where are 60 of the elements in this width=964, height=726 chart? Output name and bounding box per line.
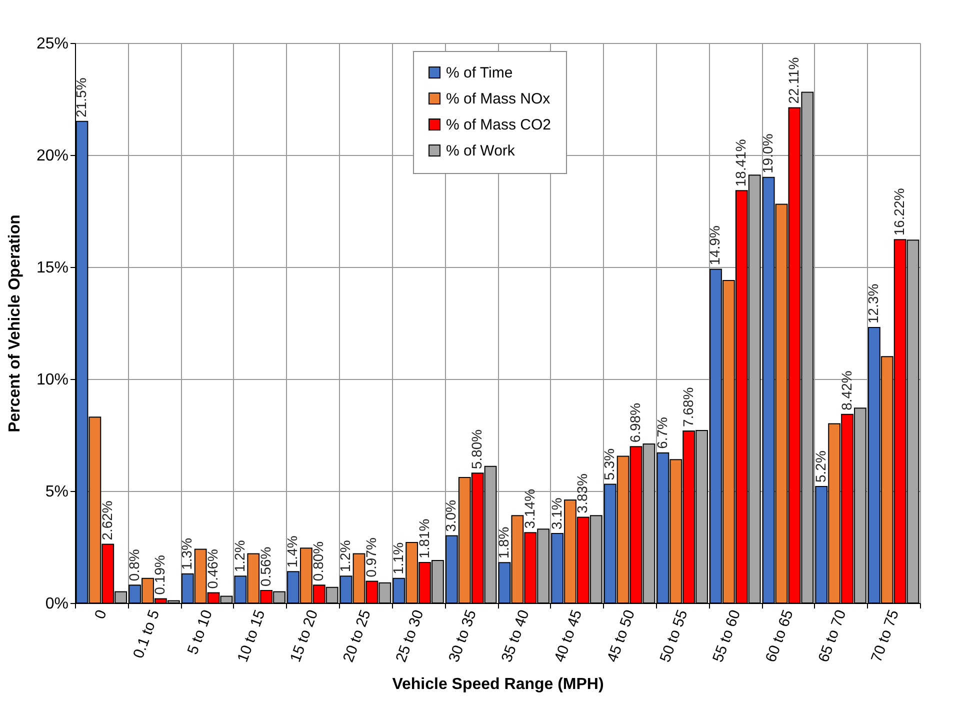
data-label: 0.19% <box>152 555 168 595</box>
x-tick-label: 0 <box>92 608 110 622</box>
x-tick-label: 20 to 25 <box>340 608 374 665</box>
legend-label: % of Work <box>446 142 516 160</box>
y-tick-label: 15% <box>36 260 68 276</box>
data-label: 8.42% <box>838 370 854 410</box>
data-label: 16.22% <box>891 188 908 236</box>
x-tick-label: 50 to 55 <box>656 608 692 665</box>
x-tick-label: 25 to 30 <box>392 608 428 665</box>
y-tick-label: 10% <box>36 372 68 388</box>
x-tick-label: 5 to 10 <box>184 608 216 657</box>
data-label: 3.83% <box>574 474 590 514</box>
x-tick-label: 60 to 65 <box>762 608 797 665</box>
x-tick-label: 10 to 15 <box>234 608 269 665</box>
y-tick-label: 20% <box>36 148 68 164</box>
data-label: 22.11% <box>785 57 802 104</box>
data-label: 6.7% <box>654 417 670 449</box>
x-tick-label: 65 to 70 <box>815 608 850 665</box>
data-label: 2.62% <box>98 500 115 540</box>
y-tick-label: 5% <box>45 484 68 500</box>
data-label: 14.9% <box>706 226 723 266</box>
data-label: 5.2% <box>812 450 828 483</box>
x-tick-label: 70 to 75 <box>868 608 903 665</box>
data-label: 1.4% <box>284 536 300 568</box>
data-label: 18.41% <box>732 139 749 187</box>
x-tick-label: 55 to 60 <box>710 608 744 665</box>
data-label: 1.8% <box>495 526 512 559</box>
data-label: 1.1% <box>390 542 406 574</box>
data-label: 12.3% <box>865 284 882 324</box>
x-tick-label: 15 to 20 <box>287 608 322 665</box>
data-label: 5.80% <box>468 429 485 470</box>
y-axis-title: Percent of Vehicle Operation <box>6 214 24 432</box>
x-tick-label: 45 to 50 <box>604 608 638 665</box>
data-label: 1.3% <box>178 538 195 570</box>
x-tick-label: 35 to 40 <box>498 608 533 665</box>
data-label: 0.80% <box>310 541 326 582</box>
legend-label: % of Mass NOx <box>446 90 551 108</box>
data-label: 1.81% <box>416 518 432 558</box>
legend-label: % of Mass CO2 <box>446 116 552 134</box>
data-label: 6.98% <box>627 402 644 443</box>
legend-label: % of Time <box>446 64 513 82</box>
data-label: 1.2% <box>231 540 248 572</box>
data-label: 0.97% <box>362 538 379 578</box>
data-label: 1.2% <box>337 540 354 572</box>
y-tick-label: 25% <box>36 36 68 52</box>
data-label: 21.5% <box>72 78 89 118</box>
x-tick-label: 0.1 to 5 <box>130 608 164 661</box>
x-tick-label: 30 to 35 <box>446 608 480 665</box>
data-label: 3.14% <box>521 488 538 529</box>
x-axis-title: Vehicle Speed Range (MPH) <box>392 676 604 694</box>
data-label: 19.0% <box>760 134 776 174</box>
data-label: 7.68% <box>680 387 696 427</box>
data-label: 3.1% <box>548 498 564 530</box>
x-tick-label: 40 to 45 <box>551 608 586 665</box>
data-label: 0.8% <box>126 549 142 582</box>
y-tick-label: 0% <box>45 596 68 612</box>
data-label: 3.0% <box>442 500 459 532</box>
data-label: 0.56% <box>257 546 274 586</box>
data-label: 5.3% <box>601 448 618 480</box>
data-label: 0.46% <box>204 548 221 589</box>
